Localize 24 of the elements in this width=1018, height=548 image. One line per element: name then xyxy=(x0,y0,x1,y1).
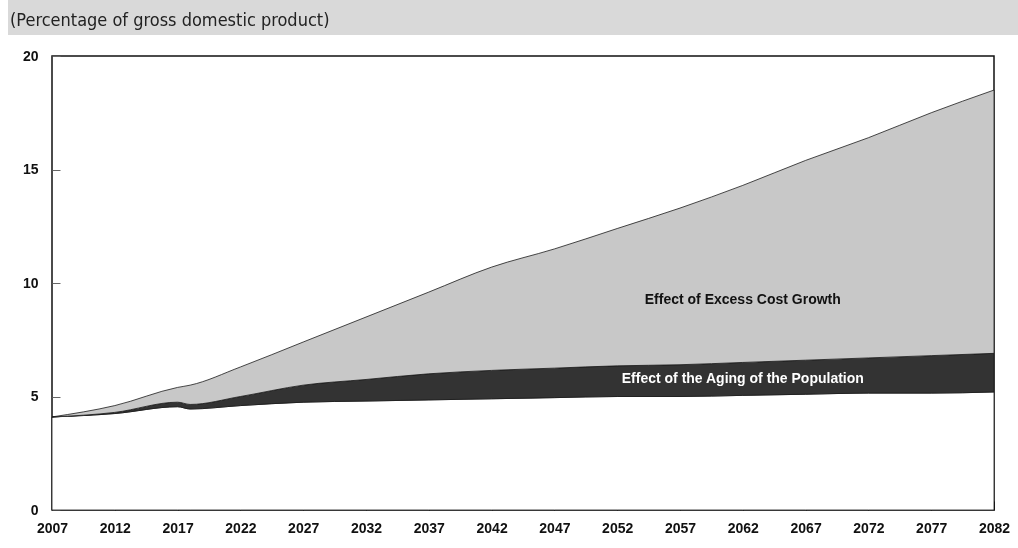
x-tick-label: 2032 xyxy=(350,519,383,536)
x-tick-label: 2062 xyxy=(727,519,760,536)
x-tick-label: 2022 xyxy=(225,519,257,536)
y-axis-title: (Percentage of gross domestic product) xyxy=(8,0,1018,35)
y-tick-label: 0 xyxy=(30,501,39,518)
x-tick-label: 2072 xyxy=(853,519,885,536)
x-tick-label: 2042 xyxy=(476,519,508,536)
x-tick-label: 2007 xyxy=(36,519,69,536)
x-tick-label: 2077 xyxy=(916,519,948,536)
series-label: Effect of Excess Cost Growth xyxy=(644,291,841,308)
series-label: Effect of the Aging of the Population xyxy=(621,369,864,386)
x-tick-label: 2027 xyxy=(288,519,320,536)
y-tick-label: 15 xyxy=(22,161,39,177)
y-tick-label: 10 xyxy=(22,274,39,291)
y-tick-label: 20 xyxy=(22,47,39,64)
y-tick-label: 5 xyxy=(30,388,39,404)
x-tick-label: 2037 xyxy=(413,519,446,536)
x-tick-label: 2012 xyxy=(99,519,132,536)
x-tick-label: 2047 xyxy=(539,519,571,536)
x-tick-label: 2017 xyxy=(162,519,194,536)
x-tick-label: 2057 xyxy=(664,519,697,536)
x-tick-label: 2067 xyxy=(790,519,822,536)
x-tick-label: 2052 xyxy=(602,519,634,536)
x-tick-label: 2082 xyxy=(978,519,1011,536)
